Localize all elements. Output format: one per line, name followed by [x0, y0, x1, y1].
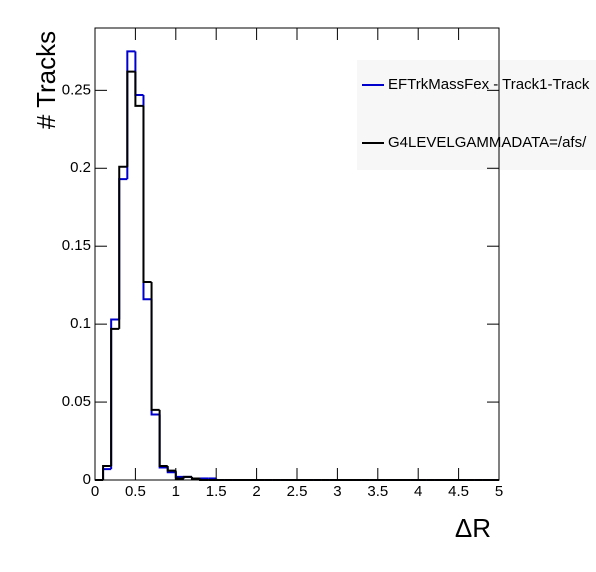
- histogram-bin: [142, 105, 152, 284]
- legend-box: [357, 60, 596, 170]
- x-tick-label: 1: [172, 483, 180, 500]
- y-axis-title: # Tracks: [31, 31, 61, 129]
- legend-label: EFTrkMassFex - Track1-Track: [388, 76, 590, 93]
- histogram-bin: [102, 464, 112, 480]
- x-tick-label: 0: [91, 483, 99, 500]
- histogram-bin: [190, 476, 201, 480]
- x-tick-label: 5: [495, 483, 503, 500]
- x-tick-label: 1.5: [206, 483, 227, 500]
- y-tick-label: 0.25: [62, 81, 91, 98]
- x-tick-label: 4.5: [448, 483, 469, 500]
- y-tick-label: 0.2: [70, 159, 91, 176]
- x-tick-label: 2.5: [287, 483, 308, 500]
- x-tick-label: 3.5: [367, 483, 388, 500]
- x-tick-label: 0.5: [125, 483, 146, 500]
- histogram-bin: [150, 282, 160, 411]
- x-tick-label: 4: [414, 483, 422, 500]
- histogram-bin: [118, 165, 128, 329]
- histogram-bin: [134, 71, 144, 107]
- x-tick-label: 3: [333, 483, 341, 500]
- legend-label: G4LEVELGAMMADATA=/afs/: [388, 134, 587, 151]
- histogram-bin: [182, 475, 192, 479]
- y-tick-label: 0.15: [62, 237, 91, 254]
- histogram-bin: [126, 70, 136, 167]
- y-tick-label: 0.05: [62, 393, 91, 410]
- x-tick-label: 2: [252, 483, 260, 500]
- histogram-bin: [110, 327, 120, 466]
- histogram-bin: [166, 465, 176, 472]
- histogram-bin: [158, 409, 168, 467]
- x-axis-title: ΔR: [455, 513, 491, 543]
- y-tick-label: 0.1: [70, 315, 91, 332]
- y-tick-label: 0: [83, 471, 91, 488]
